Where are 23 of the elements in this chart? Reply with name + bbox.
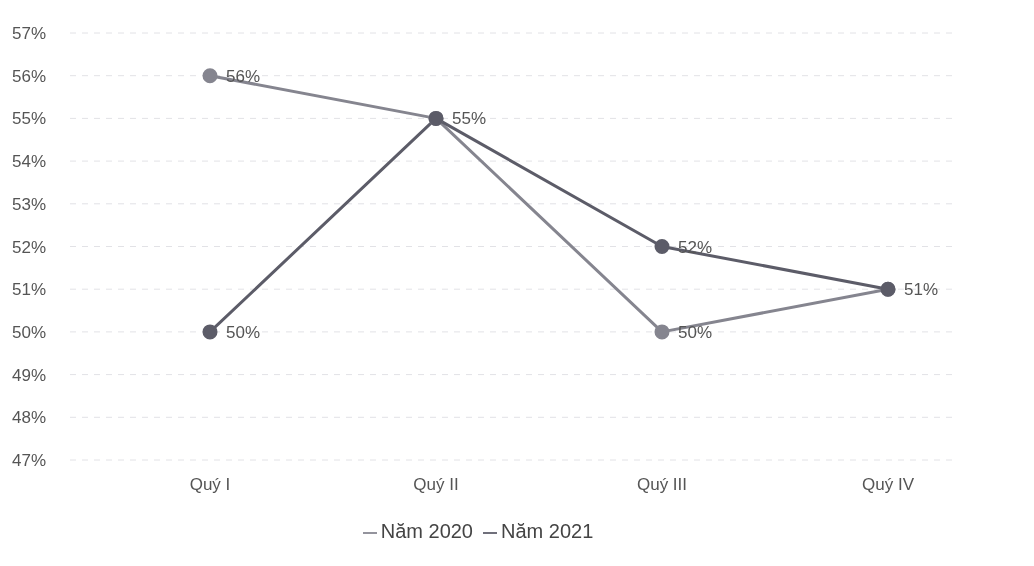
legend-label: Năm 2021 (501, 520, 594, 542)
data-label: 52% (678, 237, 713, 257)
x-tick-label: Quý III (636, 475, 688, 495)
y-tick-label: 54% (12, 152, 47, 172)
x-tick-label: Quý II (413, 475, 459, 495)
data-label: 50% (678, 322, 713, 342)
y-tick-label: 57% (12, 24, 47, 44)
x-tick-label: Quý I (189, 475, 231, 495)
data-label: 50% (226, 322, 261, 342)
y-tick-label: 49% (12, 365, 47, 385)
y-tick-label: 55% (12, 109, 47, 129)
data-label: 56% (226, 66, 261, 86)
data-label: 55% (452, 109, 487, 129)
y-tick-label: 53% (12, 194, 47, 214)
y-tick-label: 48% (12, 408, 47, 428)
x-tick-label: Quý IV (862, 475, 915, 495)
y-tick-label: 50% (12, 322, 47, 342)
y-tick-label: 56% (12, 66, 47, 86)
y-tick-label: 47% (12, 451, 47, 471)
y-tick-label: 51% (12, 280, 47, 300)
y-tick-label: 52% (12, 237, 47, 257)
data-label: 51% (904, 280, 939, 300)
legend-label: Năm 2020 (380, 520, 473, 542)
